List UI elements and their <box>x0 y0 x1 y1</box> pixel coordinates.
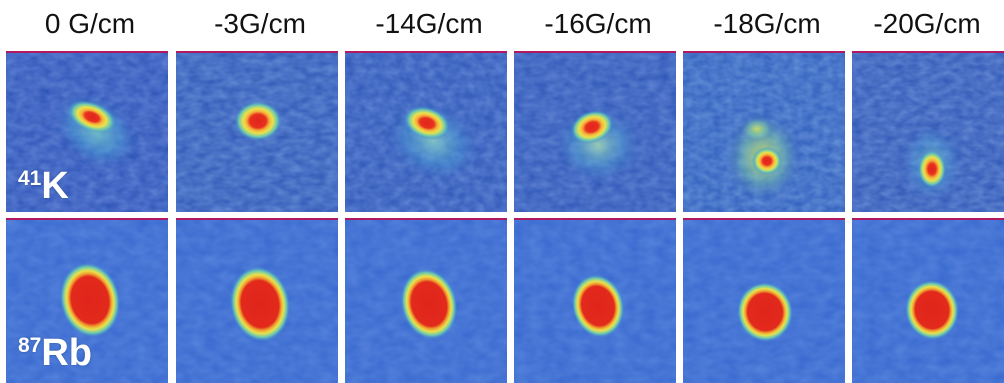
k41-element: K <box>41 165 69 207</box>
k41-image-20g <box>852 51 1004 212</box>
k41-image-18g <box>683 51 845 212</box>
k41-image-14g <box>345 51 507 212</box>
column-label-14g: -14G/cm <box>375 8 483 39</box>
column-label-16g: -16G/cm <box>544 8 652 39</box>
rb87-mass-number: 87 <box>18 334 42 357</box>
column-label-0g: 0 G/cm <box>44 8 136 39</box>
column-label-3g: -3G/cm <box>214 8 306 39</box>
rb87-image-16g <box>514 218 676 383</box>
rb87-element: Rb <box>41 332 93 374</box>
column-label-18g: -18G/cm <box>713 8 821 39</box>
rb87-image-0g: 87Rb <box>6 218 168 383</box>
k41-image-3g <box>176 51 338 212</box>
k41-image-0g: 41K <box>6 51 168 212</box>
rb87-image-14g <box>345 218 507 383</box>
rb87-image-3g <box>176 218 338 383</box>
rb87-image-18g <box>683 218 845 383</box>
k41-mass-number: 41 <box>18 167 42 190</box>
species-label-rb87: 87Rb <box>18 332 92 375</box>
column-label-20g: -20G/cm <box>873 8 981 39</box>
rb87-image-20g <box>852 218 1004 383</box>
k41-image-16g <box>514 51 676 212</box>
species-label-k41: 41K <box>18 165 69 208</box>
